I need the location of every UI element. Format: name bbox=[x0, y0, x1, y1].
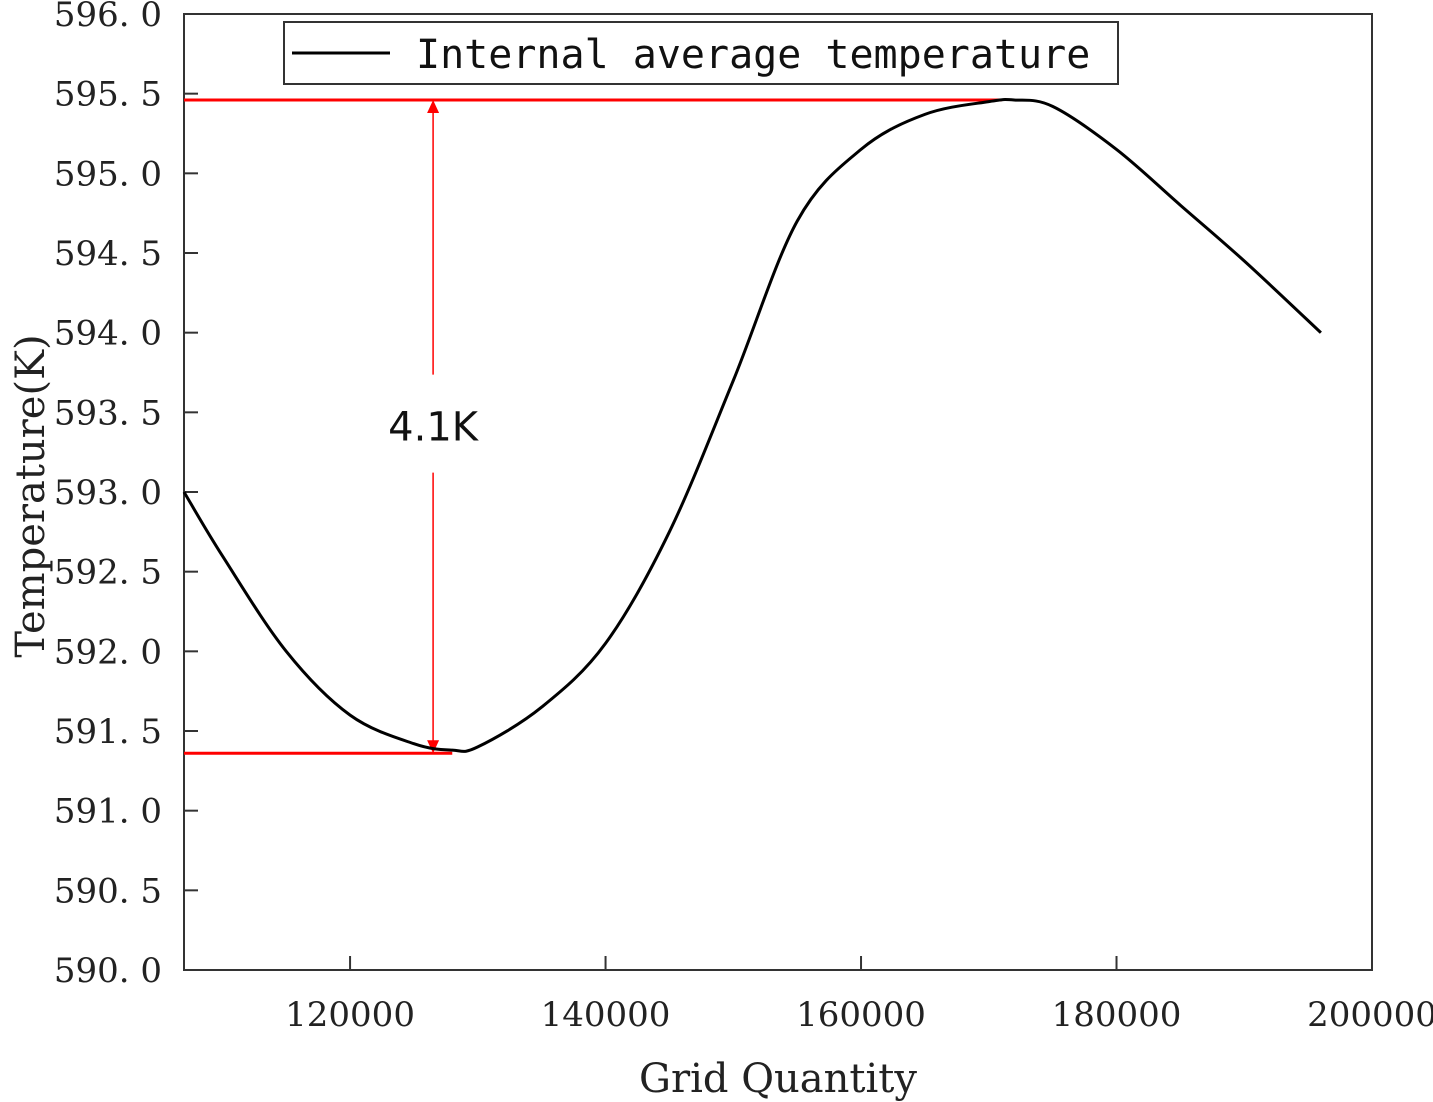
y-tick-label: 595. 5 bbox=[54, 75, 162, 115]
arrow-head-down bbox=[427, 740, 440, 754]
y-tick-label: 590. 5 bbox=[54, 871, 162, 911]
x-tick-label: 140000 bbox=[541, 995, 671, 1035]
y-tick-label: 595. 0 bbox=[54, 154, 162, 194]
y-axis-title: Temperature(K) bbox=[8, 334, 54, 657]
difference-label: 4.1K bbox=[388, 405, 480, 451]
y-tick-label: 591. 0 bbox=[54, 792, 162, 832]
y-tick-label: 593. 5 bbox=[54, 393, 162, 433]
y-tick-label: 594. 5 bbox=[54, 234, 162, 274]
x-tick-label: 200000 bbox=[1307, 995, 1433, 1035]
y-axis: 590. 0 590. 5 591. 0 591. 5 592. 0 592. 5 593.… bbox=[54, 0, 198, 991]
x-tick-label: 180000 bbox=[1052, 995, 1182, 1035]
legend-box bbox=[283, 21, 1119, 85]
legend: Internal average temperature bbox=[283, 21, 1119, 85]
y-tick-label: 591. 5 bbox=[54, 712, 162, 752]
arrow-head-up bbox=[427, 100, 440, 114]
y-tick-label: 594. 0 bbox=[54, 314, 162, 354]
y-tick-label: 590. 0 bbox=[54, 951, 162, 991]
series-line-internal-average-temperature bbox=[182, 98, 1322, 753]
x-tick-label: 160000 bbox=[796, 995, 926, 1035]
legend-label: Internal average temperature bbox=[416, 32, 1090, 78]
x-axis-title: Grid Quantity bbox=[639, 1056, 917, 1102]
x-axis: 120000 140000 160000 180000 200000 bbox=[285, 956, 1433, 1035]
x-tick-label: 120000 bbox=[285, 995, 415, 1035]
y-tick-label: 593. 0 bbox=[54, 473, 162, 513]
y-tick-label: 592. 0 bbox=[54, 632, 162, 672]
y-tick-label: 592. 5 bbox=[54, 553, 162, 593]
plot-frame bbox=[183, 13, 1373, 971]
y-tick-label: 596. 0 bbox=[54, 0, 162, 35]
